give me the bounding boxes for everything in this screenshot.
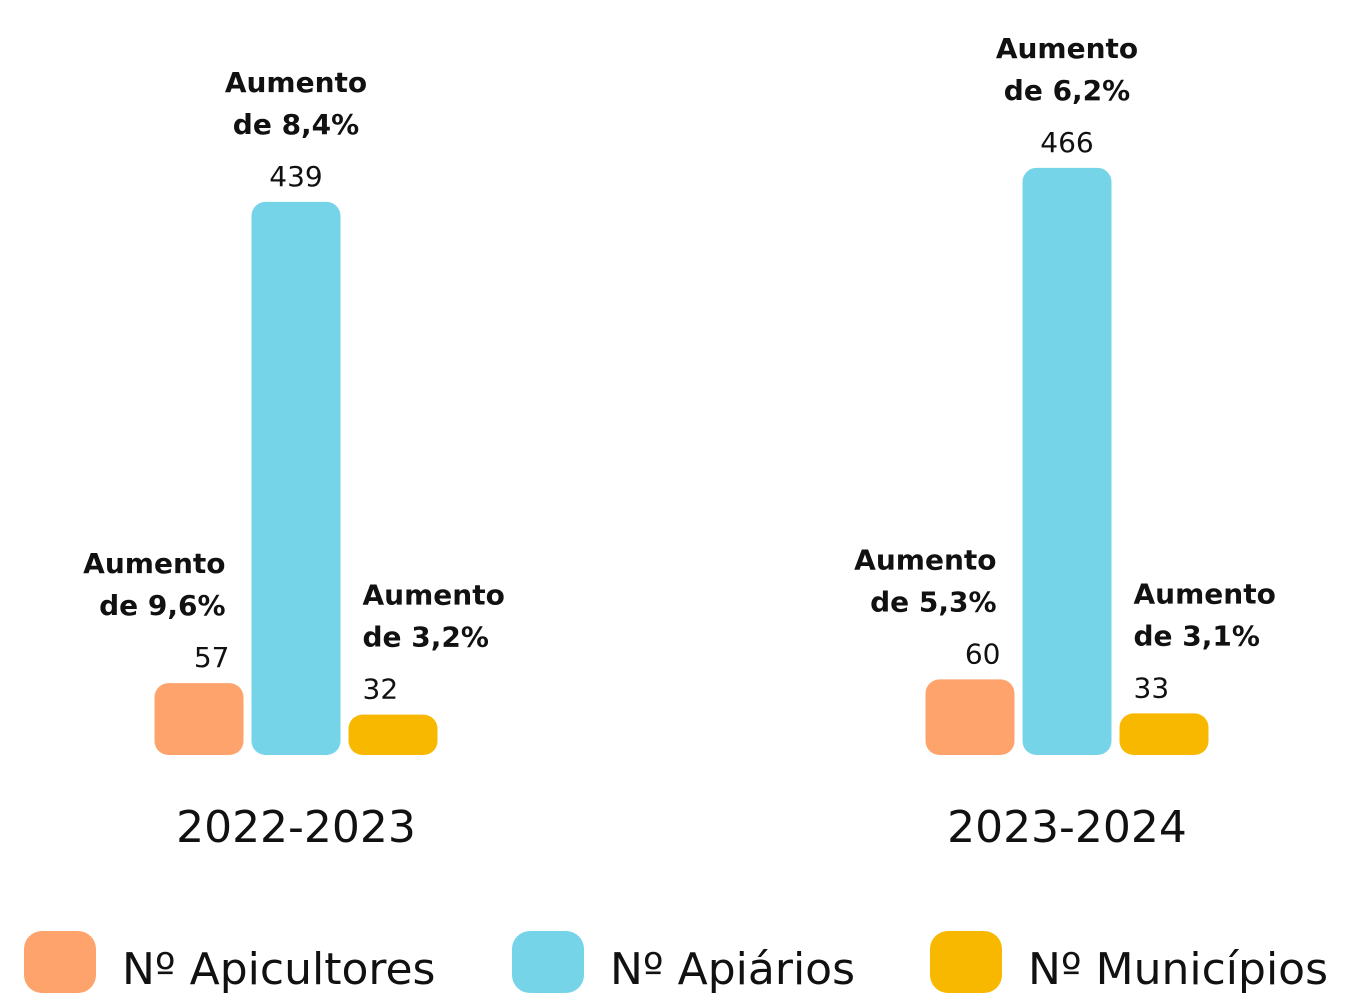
value-label: 439 (269, 160, 322, 193)
bar (925, 679, 1015, 755)
legend-swatch (512, 931, 584, 993)
legend-swatch (930, 931, 1002, 993)
value-label: 466 (1040, 126, 1093, 159)
annotation: Aumento de 8,4% (225, 66, 367, 141)
value-label: 60 (965, 637, 1001, 670)
bar (348, 714, 438, 755)
legend-swatch (24, 931, 96, 993)
value-label: 33 (1134, 671, 1170, 704)
bar (1119, 713, 1209, 755)
category-label: 2022-2023 (176, 802, 416, 853)
annotation: Aumento de 3,2% (363, 579, 505, 654)
bar (251, 201, 341, 756)
annotation: Aumento de 5,3% (854, 543, 996, 618)
legend-label: Nº Apicultores (122, 944, 435, 995)
value-label: 57 (194, 641, 230, 674)
annotation: Aumento de 3,1% (1134, 577, 1276, 652)
bar (154, 683, 244, 755)
annotation: Aumento de 9,6% (83, 547, 225, 622)
annotation: Aumento de 6,2% (996, 32, 1138, 107)
legend-label: Nº Apiários (610, 944, 855, 995)
bar (1022, 167, 1112, 756)
category-label: 2023-2024 (947, 802, 1187, 853)
value-label: 32 (363, 673, 399, 706)
legend-label: Nº Municípios (1028, 944, 1328, 995)
